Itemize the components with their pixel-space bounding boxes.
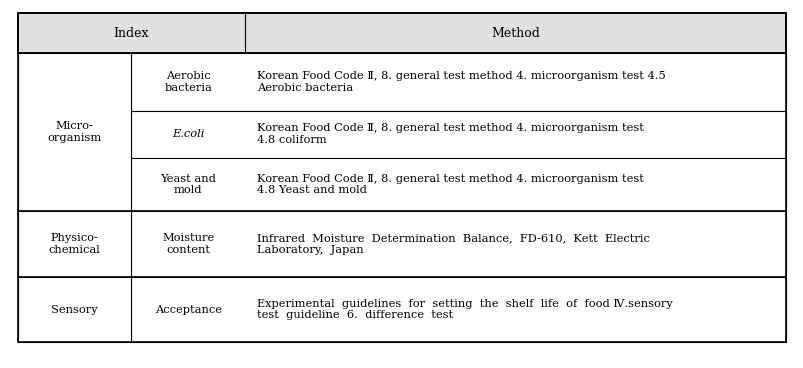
Text: Index: Index <box>113 26 149 40</box>
Text: Infrared  Moisture  Determination  Balance,  FD-610,  Kett  Electric
Laboratory,: Infrared Moisture Determination Balance,… <box>257 233 649 255</box>
Bar <box>131 158 785 211</box>
Text: Korean Food Code Ⅱ, 8. general test method 4. microorganism test
4.8 coliform: Korean Food Code Ⅱ, 8. general test meth… <box>257 123 643 145</box>
Bar <box>18 53 131 211</box>
Bar <box>18 13 785 53</box>
Text: Experimental  guidelines  for  setting  the  shelf  life  of  food Ⅳ.sensory
tes: Experimental guidelines for setting the … <box>257 299 672 321</box>
Text: Micro-
organism: Micro- organism <box>47 121 101 143</box>
Text: Yeast and
mold: Yeast and mold <box>160 174 216 195</box>
Text: Sensory: Sensory <box>51 305 98 315</box>
Text: Physico-
chemical: Physico- chemical <box>49 233 100 255</box>
Text: Aerobic
bacteria: Aerobic bacteria <box>164 71 212 93</box>
Bar <box>131 111 785 158</box>
Text: Korean Food Code Ⅱ, 8. general test method 4. microorganism test
4.8 Yeast and m: Korean Food Code Ⅱ, 8. general test meth… <box>257 174 643 195</box>
Bar <box>131 211 785 277</box>
Bar <box>131 277 785 343</box>
Bar <box>131 53 785 111</box>
Bar <box>18 277 131 343</box>
Text: Method: Method <box>491 26 540 40</box>
Bar <box>18 13 785 343</box>
Text: Moisture
content: Moisture content <box>162 233 214 255</box>
Text: Korean Food Code Ⅱ, 8. general test method 4. microorganism test 4.5
Aerobic bac: Korean Food Code Ⅱ, 8. general test meth… <box>257 71 665 93</box>
Bar <box>18 211 131 277</box>
Text: E.coli: E.coli <box>172 129 204 139</box>
Text: Acceptance: Acceptance <box>155 305 222 315</box>
